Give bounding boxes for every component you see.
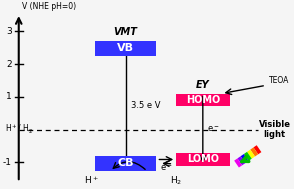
FancyBboxPatch shape [176, 153, 230, 166]
Text: VB: VB [117, 43, 134, 53]
FancyBboxPatch shape [95, 41, 156, 56]
Text: 1: 1 [6, 92, 12, 101]
Text: $\mathregular{H^+}$/ H$_2$: $\mathregular{H^+}$/ H$_2$ [5, 123, 33, 136]
FancyBboxPatch shape [95, 156, 156, 171]
Text: 3.5 e V: 3.5 e V [131, 101, 161, 110]
Text: 3: 3 [6, 27, 12, 36]
Text: TEOA: TEOA [269, 76, 289, 85]
Text: VMT: VMT [113, 27, 138, 37]
Text: Visible
light: Visible light [258, 120, 290, 139]
Text: -1: -1 [3, 158, 12, 167]
Text: LOMO: LOMO [187, 154, 219, 164]
Text: CB: CB [117, 158, 134, 168]
Text: H$_2$: H$_2$ [170, 174, 182, 187]
FancyBboxPatch shape [176, 94, 230, 106]
Text: HOMO: HOMO [186, 95, 220, 105]
Text: H$^+$: H$^+$ [84, 175, 99, 186]
Text: e$^-$: e$^-$ [207, 125, 220, 134]
Text: EY: EY [196, 80, 210, 90]
Text: e$^-$: e$^-$ [160, 164, 173, 173]
Text: 2: 2 [6, 60, 12, 68]
Text: V (NHE pH=0): V (NHE pH=0) [21, 2, 76, 11]
